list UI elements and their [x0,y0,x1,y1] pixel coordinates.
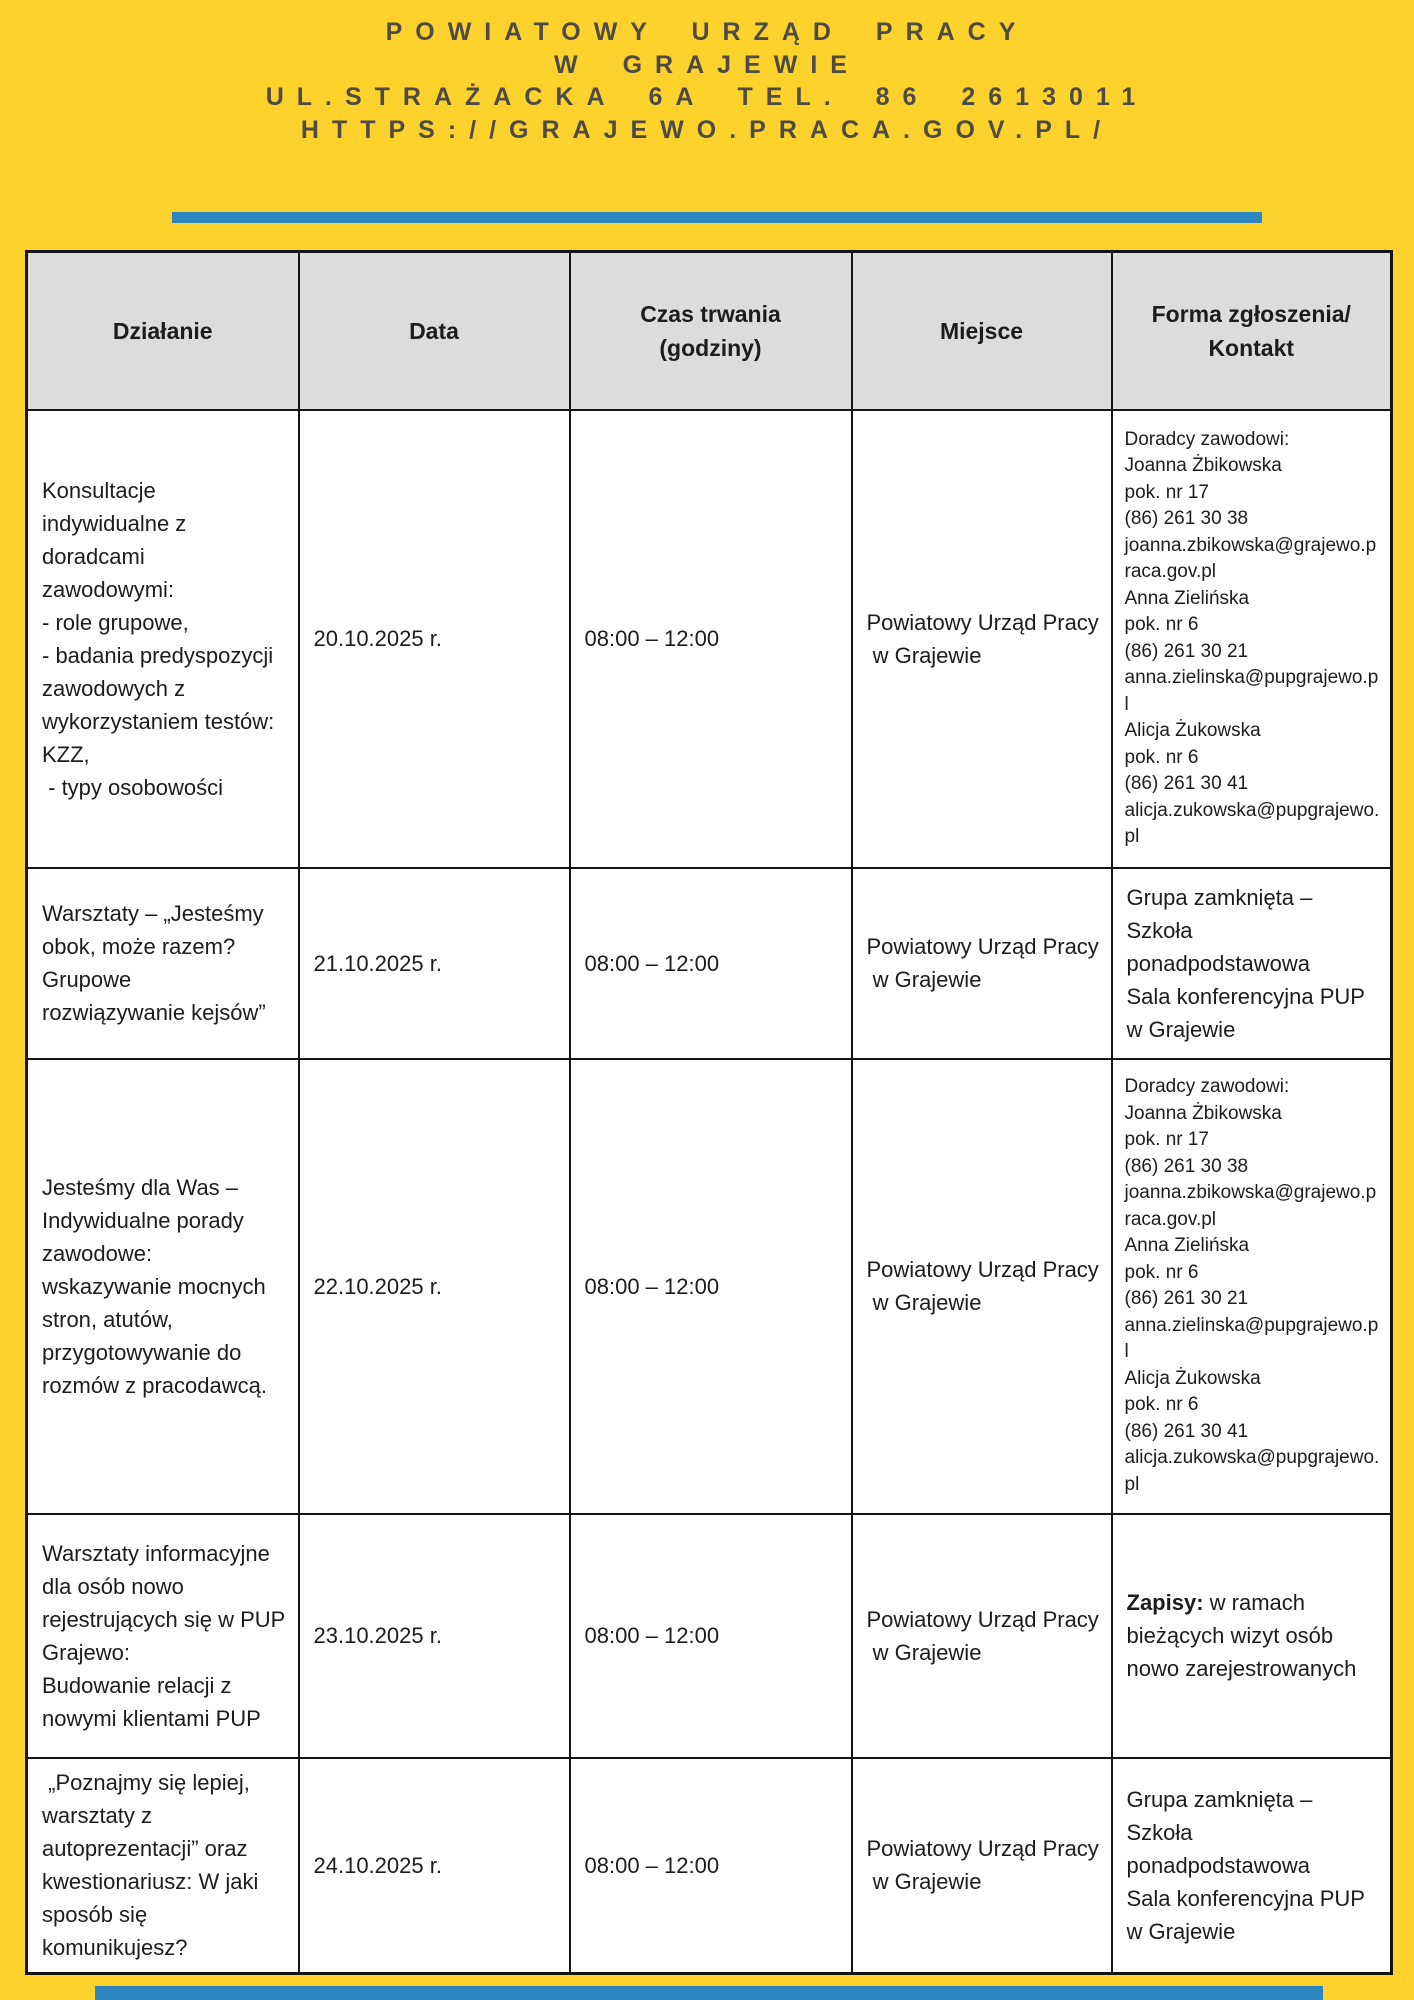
cell-czas: 08:00 – 12:00 [568,1512,853,1759]
cell-data: 21.10.2025 r. [297,866,571,1060]
cell-dzialanie: Warsztaty informacyjne dla osób nowo rej… [25,1512,300,1759]
table-row: Jesteśmy dla Was – Indywidualne porady z… [25,1057,1393,1515]
cell-data: 23.10.2025 r. [297,1512,571,1759]
header-org-city: W GRAJEWIE [554,50,860,79]
col-header-kontakt: Forma zgłoszenia/ Kontakt [1110,250,1393,411]
cell-miejsce: Powiatowy Urząd Pracy w Grajewie [850,1512,1113,1759]
cell-dzialanie: Warsztaty – „Jesteśmy obok, może razem? … [25,866,300,1060]
cell-kontakt: Doradcy zawodowi: Joanna Żbikowska pok. … [1110,408,1393,869]
cell-czas: 08:00 – 12:00 [568,866,853,1060]
header-address-phone: UL.STRAŻACKA 6A TEL. 86 2613011 [265,83,1149,111]
cell-dzialanie: Konsultacje indywidualne z doradcami zaw… [25,408,300,869]
cell-data: 20.10.2025 r. [297,408,571,869]
schedule-table: Działanie Data Czas trwania (godziny) Mi… [25,250,1393,1975]
kontakt-rest-text: w ramach bieżących wizyt osób nowo zarej… [1126,1590,1357,1681]
cell-kontakt: Grupa zamknięta – Szkoła ponadpodstawowa… [1110,866,1393,1060]
cell-kontakt: Zapisy: w ramach bieżących wizyt osób no… [1110,1512,1393,1759]
top-accent-bar [172,212,1262,223]
cell-kontakt: Doradcy zawodowi: Joanna Żbikowska pok. … [1110,1057,1393,1515]
cell-miejsce: Powiatowy Urząd Pracy w Grajewie [850,408,1113,869]
table-header-row: Działanie Data Czas trwania (godziny) Mi… [25,250,1393,411]
cell-data: 22.10.2025 r. [297,1057,571,1515]
table-row: „Poznajmy się lepiej, warsztaty z autopr… [25,1756,1393,1975]
cell-czas: 08:00 – 12:00 [568,408,853,869]
cell-czas: 08:00 – 12:00 [568,1756,853,1975]
cell-kontakt: Grupa zamknięta – Szkoła ponadpodstawowa… [1110,1756,1393,1975]
col-header-miejsce: Miejsce [850,250,1113,411]
cell-czas: 08:00 – 12:00 [568,1057,853,1515]
col-header-czas: Czas trwania (godziny) [568,250,853,411]
table-row: Konsultacje indywidualne z doradcami zaw… [25,408,1393,869]
col-header-dzialanie: Działanie [25,250,300,411]
poster-header: POWIATOWY URZĄD PRACY W GRAJEWIE UL.STRA… [0,16,1414,146]
cell-data: 24.10.2025 r. [297,1756,571,1975]
cell-dzialanie: „Poznajmy się lepiej, warsztaty z autopr… [25,1756,300,1975]
cell-miejsce: Powiatowy Urząd Pracy w Grajewie [850,866,1113,1060]
header-org-name: POWIATOWY URZĄD PRACY [385,18,1029,46]
bottom-accent-bar [95,1986,1323,2000]
cell-miejsce: Powiatowy Urząd Pracy w Grajewie [850,1057,1113,1515]
cell-dzialanie: Jesteśmy dla Was – Indywidualne porady z… [25,1057,300,1515]
header-website: HTTPS://GRAJEWO.PRACA.GOV.PL/ [300,115,1114,144]
table-row: Warsztaty – „Jesteśmy obok, może razem? … [25,866,1393,1060]
cell-miejsce: Powiatowy Urząd Pracy w Grajewie [850,1756,1113,1975]
col-header-data: Data [297,250,571,411]
table-row: Warsztaty informacyjne dla osób nowo rej… [25,1512,1393,1759]
kontakt-bold-label: Zapisy: [1126,1590,1204,1615]
